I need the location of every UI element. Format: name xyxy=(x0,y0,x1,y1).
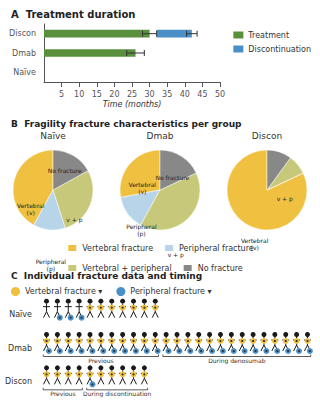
svg-text:Dmab: Dmab xyxy=(8,344,32,353)
svg-text:Treatment: Treatment xyxy=(247,31,289,40)
svg-text:Peripheral fracture: Peripheral fracture xyxy=(179,244,254,253)
svg-text:During discontinuation: During discontinuation xyxy=(83,390,151,398)
svg-text:Peripheral fracture ▾: Peripheral fracture ▾ xyxy=(130,287,211,296)
svg-text:Naïve: Naïve xyxy=(40,131,66,141)
svg-text:45: 45 xyxy=(197,90,207,99)
svg-text:Naïve: Naïve xyxy=(9,310,32,319)
svg-text:5: 5 xyxy=(59,90,64,99)
svg-text:Vertebral fracture ▾: Vertebral fracture ▾ xyxy=(25,287,102,296)
svg-text:10: 10 xyxy=(74,90,84,99)
svg-text:(v): (v) xyxy=(250,243,259,251)
svg-text:No fracture: No fracture xyxy=(155,174,189,181)
svg-text:v + p: v + p xyxy=(167,250,184,258)
svg-text:v + p: v + p xyxy=(277,195,293,203)
svg-text:No fracture: No fracture xyxy=(48,167,82,174)
svg-text:Discon: Discon xyxy=(9,29,36,38)
svg-text:Discon: Discon xyxy=(252,131,282,141)
svg-text:Vertebral: Vertebral xyxy=(129,181,157,188)
svg-text:15: 15 xyxy=(92,90,102,99)
svg-text:Vertebral: Vertebral xyxy=(240,236,269,244)
svg-text:(v): (v) xyxy=(138,188,146,195)
svg-text:25: 25 xyxy=(127,90,137,99)
svg-text:Dmab: Dmab xyxy=(147,131,174,141)
svg-text:Previous: Previous xyxy=(50,390,75,397)
svg-text:C Individual fracture data an: C Individual fracture data and timing xyxy=(11,271,202,281)
svg-text:v + p: v + p xyxy=(66,216,82,224)
svg-text:35: 35 xyxy=(162,90,172,99)
svg-text:50: 50 xyxy=(215,90,225,99)
svg-text:20: 20 xyxy=(109,90,119,99)
svg-text:A Treatment duration: A Treatment duration xyxy=(11,9,135,20)
svg-text:30: 30 xyxy=(145,90,155,99)
svg-text:Time (months): Time (months) xyxy=(103,100,162,109)
svg-text:Vertebral fracture: Vertebral fracture xyxy=(82,244,153,253)
svg-text:Dmab: Dmab xyxy=(12,49,36,58)
svg-text:Vertebral: Vertebral xyxy=(17,202,45,209)
svg-text:(p): (p) xyxy=(137,230,146,238)
svg-text:Peripheral: Peripheral xyxy=(35,257,66,265)
svg-text:(v): (v) xyxy=(27,209,35,216)
svg-text:Naïve: Naïve xyxy=(13,68,36,77)
svg-text:Peripheral: Peripheral xyxy=(126,222,157,230)
svg-text:Discontinuation: Discontinuation xyxy=(248,45,311,54)
svg-text:During denosumab: During denosumab xyxy=(208,357,265,365)
svg-text:No fracture: No fracture xyxy=(198,264,243,273)
svg-text:(p): (p) xyxy=(46,264,56,272)
svg-text:Previous: Previous xyxy=(88,357,113,364)
svg-text:B Fragility fracture characte: B Fragility fracture characteristics per… xyxy=(11,119,242,129)
svg-text:40: 40 xyxy=(180,90,190,99)
svg-text:Vertebral + peripheral: Vertebral + peripheral xyxy=(82,263,172,273)
svg-text:Discon: Discon xyxy=(5,377,32,386)
